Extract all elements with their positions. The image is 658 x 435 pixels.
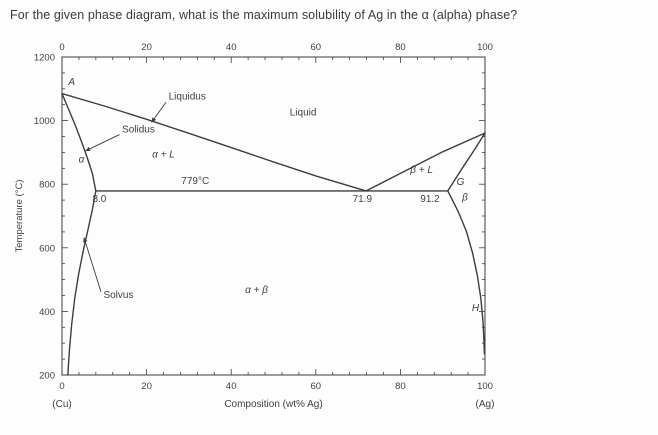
plot-frame bbox=[61, 56, 486, 376]
annotation-label-4: α + L bbox=[152, 149, 175, 160]
x-tick-label-top: 60 bbox=[311, 42, 322, 53]
annotation-label-5: 779°C bbox=[181, 176, 209, 187]
y-axis-title: Temperature (°C) bbox=[14, 180, 25, 253]
series-solvus-left bbox=[67, 190, 97, 376]
series-solvus-right bbox=[447, 190, 486, 355]
annotation-label-11: G bbox=[457, 177, 465, 188]
series-liquidus-right bbox=[365, 132, 486, 192]
axis-ticks bbox=[61, 56, 486, 376]
x-axis-left-unit: (Cu) bbox=[52, 399, 71, 410]
annotation-leader-13 bbox=[83, 237, 102, 292]
annotation-label-14: α + β bbox=[245, 285, 268, 296]
x-tick-label-top: 0 bbox=[59, 42, 64, 53]
annotation-label-7: 8.0 bbox=[92, 194, 106, 205]
y-tick-label: 600 bbox=[39, 243, 55, 254]
x-tick-label-bottom: 0 bbox=[59, 381, 64, 392]
annotation-label-15: H bbox=[472, 303, 480, 314]
annotation-label-13: Solvus bbox=[103, 290, 133, 301]
x-axis-title: Composition (wt% Ag) bbox=[224, 399, 322, 410]
x-tick-label-bottom: 80 bbox=[395, 381, 406, 392]
y-tick-label: 400 bbox=[39, 307, 55, 318]
question-text: For the given phase diagram, what is the… bbox=[10, 8, 518, 22]
y-tick-label: 1000 bbox=[34, 116, 55, 127]
x-tick-label-top: 100 bbox=[477, 42, 493, 53]
x-tick-label-bottom: 60 bbox=[311, 381, 322, 392]
tick-labels: 0 0 20 20 40 40 60 60 80 80 100 100 200 400 600 800 1000… bbox=[34, 42, 493, 392]
x-axis-right-unit: (Ag) bbox=[476, 399, 495, 410]
annotation-label-6: α bbox=[79, 155, 85, 166]
annotation-leader-3 bbox=[85, 134, 120, 152]
annotation-label-0: A bbox=[67, 77, 75, 88]
annotation-label-8: 71.9 bbox=[353, 194, 373, 205]
x-tick-label-top: 80 bbox=[395, 42, 406, 53]
annotation-label-12: β bbox=[461, 193, 468, 204]
x-tick-label-top: 40 bbox=[226, 42, 237, 53]
series-solidus-right bbox=[447, 132, 486, 192]
series-liquidus-left bbox=[61, 92, 367, 192]
x-tick-label-top: 20 bbox=[141, 42, 152, 53]
series-solidus-left bbox=[61, 92, 97, 192]
x-tick-label-bottom: 100 bbox=[477, 381, 493, 392]
annotation-label-9: 91.2 bbox=[420, 194, 440, 205]
x-tick-label-bottom: 40 bbox=[226, 381, 237, 392]
phase-diagram-svg: 0 0 20 20 40 40 60 60 80 80 100 100 200 400 600 800 1000… bbox=[14, 42, 495, 410]
annotation-label-1: Liquidus bbox=[169, 92, 206, 103]
phase-diagram-figure: 0 0 20 20 40 40 60 60 80 80 100 100 200 400 600 800 1000… bbox=[10, 30, 530, 427]
annotation-label-2: Liquid bbox=[290, 108, 317, 119]
annotation-label-10: β + L bbox=[409, 165, 433, 176]
y-tick-label: 1200 bbox=[34, 53, 55, 64]
y-tick-label: 800 bbox=[39, 180, 55, 191]
annotation-label-3: Solidus bbox=[122, 125, 155, 136]
annotation-leader-1 bbox=[151, 101, 167, 123]
x-tick-label-bottom: 20 bbox=[141, 381, 152, 392]
y-tick-label: 200 bbox=[39, 371, 55, 382]
